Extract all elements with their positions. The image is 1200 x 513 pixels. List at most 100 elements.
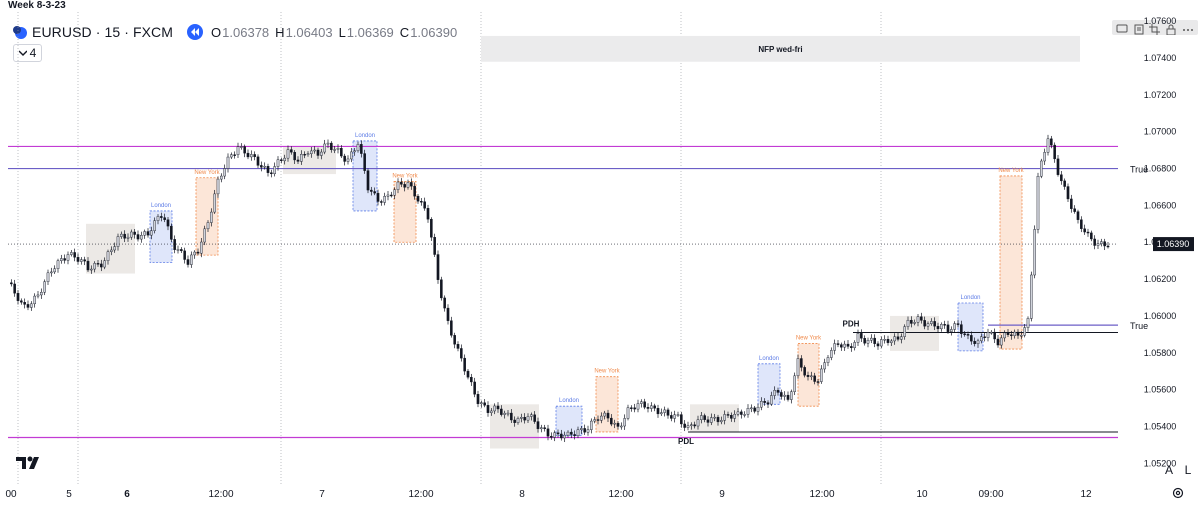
candle-body: [270, 172, 273, 175]
more-icon[interactable]: [1182, 22, 1194, 33]
session-label: New York: [594, 369, 620, 375]
candle-body: [403, 184, 406, 188]
candle-body: [640, 401, 643, 404]
candle-body: [493, 405, 496, 412]
document-icon[interactable]: [1133, 22, 1145, 35]
candle-body: [883, 339, 886, 341]
candle-body: [116, 236, 120, 247]
candle-body: [373, 191, 376, 194]
session-label: New York: [194, 170, 220, 176]
candle-body: [50, 271, 53, 274]
auto-scale-button[interactable]: A: [1164, 463, 1173, 477]
candle-body: [103, 260, 106, 268]
session-label: London: [151, 203, 171, 209]
candle-body: [123, 233, 126, 239]
candle-body: [826, 357, 830, 363]
y-tick-label: 1.07200: [1144, 90, 1177, 100]
candle-body: [63, 258, 66, 261]
candle-body: [660, 412, 663, 415]
candle-body: [676, 414, 680, 416]
candle-body: [890, 340, 893, 343]
candle-body: [273, 166, 276, 175]
candle-body: [1003, 332, 1006, 339]
candle-body: [163, 217, 166, 220]
candle-body: [400, 181, 403, 185]
candle-body: [260, 165, 263, 168]
candle-body: [23, 302, 26, 305]
candle-body: [960, 324, 963, 334]
candle-body: [1013, 331, 1016, 336]
x-tick-label: 12:00: [608, 489, 633, 500]
nfp-label: NFP wed-fri: [758, 45, 802, 54]
candle-body: [1033, 229, 1036, 276]
candle-body: [710, 417, 713, 423]
session-label: London: [559, 398, 579, 404]
candle-body: [66, 254, 70, 261]
candle-body: [643, 401, 646, 408]
candle-body: [733, 414, 736, 419]
candle-body: [830, 350, 833, 358]
candle-body: [496, 405, 500, 410]
candle-body: [1103, 241, 1106, 247]
candle-body: [226, 156, 230, 169]
candle-body: [770, 395, 773, 405]
candle-body: [320, 151, 323, 156]
candle-body: [56, 260, 60, 269]
candle-body: [356, 144, 360, 151]
candle-body: [783, 394, 786, 397]
y-tick-label: 1.07400: [1144, 53, 1177, 63]
candle-body: [310, 150, 313, 154]
candle-body: [340, 148, 343, 157]
new-york-session-box: [195, 177, 219, 256]
indicators-toggle[interactable]: 4: [13, 44, 42, 62]
candle-body: [943, 324, 946, 326]
gear-icon[interactable]: [1171, 486, 1185, 500]
candle-body: [823, 362, 826, 370]
ohlc-low: L1.06369: [338, 24, 394, 40]
session-label: New York: [392, 173, 418, 179]
candle-body: [333, 149, 336, 151]
nfp-box: [481, 35, 1080, 62]
candle-body: [76, 257, 80, 262]
candle-body: [873, 337, 876, 344]
candle-body: [1076, 211, 1080, 220]
candle-body: [843, 343, 846, 348]
candle-body: [970, 335, 973, 342]
log-scale-button[interactable]: L: [1184, 463, 1192, 477]
x-tick-label: 10: [916, 489, 928, 500]
candle-body: [636, 403, 640, 410]
ohlc-high: H1.06403: [275, 24, 333, 40]
candle-body: [886, 339, 890, 343]
replay-icon[interactable]: [187, 24, 204, 40]
candle-body: [316, 149, 320, 156]
candle-body: [853, 342, 856, 349]
candle-body: [300, 154, 303, 162]
candle-body: [90, 268, 93, 271]
candle-body: [760, 401, 763, 408]
candle-body: [440, 279, 443, 299]
candle-body: [506, 412, 510, 415]
candle-body: [136, 234, 140, 240]
tradingview-logo[interactable]: [16, 455, 44, 471]
candle-body: [343, 155, 346, 162]
candle-body: [476, 394, 480, 405]
candle-body: [786, 394, 790, 400]
candle-body: [1006, 332, 1010, 335]
candle-body: [543, 427, 546, 430]
candle-body: [396, 181, 400, 190]
symbol-title[interactable]: EURUSD · 15 · FXCM: [32, 24, 174, 40]
x-tick-label: 8: [519, 489, 525, 500]
candle-body: [593, 419, 596, 422]
crop-icon[interactable]: [1148, 22, 1161, 35]
candle-body: [820, 368, 823, 382]
candle-body: [986, 332, 990, 338]
candle-body: [33, 295, 36, 305]
comment-icon[interactable]: [1116, 22, 1128, 33]
candle-body: [723, 414, 726, 421]
candle-body: [930, 321, 933, 324]
candle-body: [680, 414, 683, 425]
candle-body: [790, 391, 793, 400]
candle-body: [210, 211, 213, 223]
candle-body: [433, 237, 436, 255]
